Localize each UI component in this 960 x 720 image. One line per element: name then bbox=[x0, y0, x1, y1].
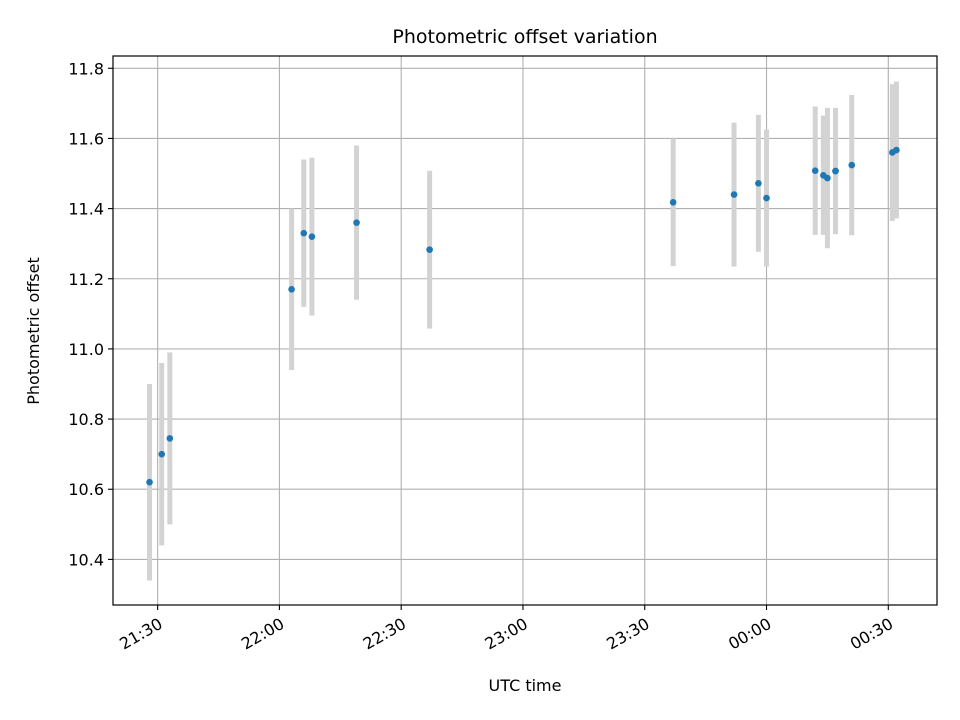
data-point bbox=[300, 229, 308, 237]
data-point bbox=[832, 167, 839, 175]
data-point bbox=[755, 180, 762, 187]
y-tick-label: 11.0 bbox=[68, 340, 104, 359]
data-point bbox=[763, 194, 770, 202]
data-point bbox=[669, 198, 677, 206]
data-point bbox=[893, 146, 900, 154]
grid bbox=[113, 56, 937, 605]
data-point bbox=[353, 219, 360, 226]
chart-title: Photometric offset variation bbox=[392, 26, 657, 48]
data-point bbox=[146, 478, 153, 486]
data-point bbox=[848, 161, 856, 169]
data-point bbox=[811, 167, 819, 175]
data-point bbox=[166, 435, 174, 442]
data-point bbox=[824, 174, 831, 182]
y-axis-ticks: 10.4 10.6 10.8 11.0 11.2 11.4 11.6 11.8 bbox=[68, 59, 113, 569]
y-tick-label: 11.6 bbox=[68, 129, 104, 148]
data-point bbox=[288, 285, 295, 293]
y-tick-label: 10.6 bbox=[68, 480, 104, 499]
data-point bbox=[308, 233, 316, 240]
y-axis-label: Photometric offset bbox=[24, 257, 43, 405]
x-axis-label: UTC time bbox=[489, 676, 562, 695]
plot-frame bbox=[112, 55, 938, 606]
y-tick-label: 10.4 bbox=[68, 550, 104, 569]
data-points bbox=[146, 146, 900, 486]
data-point bbox=[730, 191, 738, 198]
data-point bbox=[426, 246, 433, 253]
y-tick-label: 10.8 bbox=[68, 410, 104, 429]
data-point bbox=[158, 450, 166, 458]
y-tick-label: 11.4 bbox=[68, 200, 104, 219]
y-tick-label: 11.8 bbox=[68, 59, 104, 78]
y-tick-label: 11.2 bbox=[68, 270, 104, 289]
